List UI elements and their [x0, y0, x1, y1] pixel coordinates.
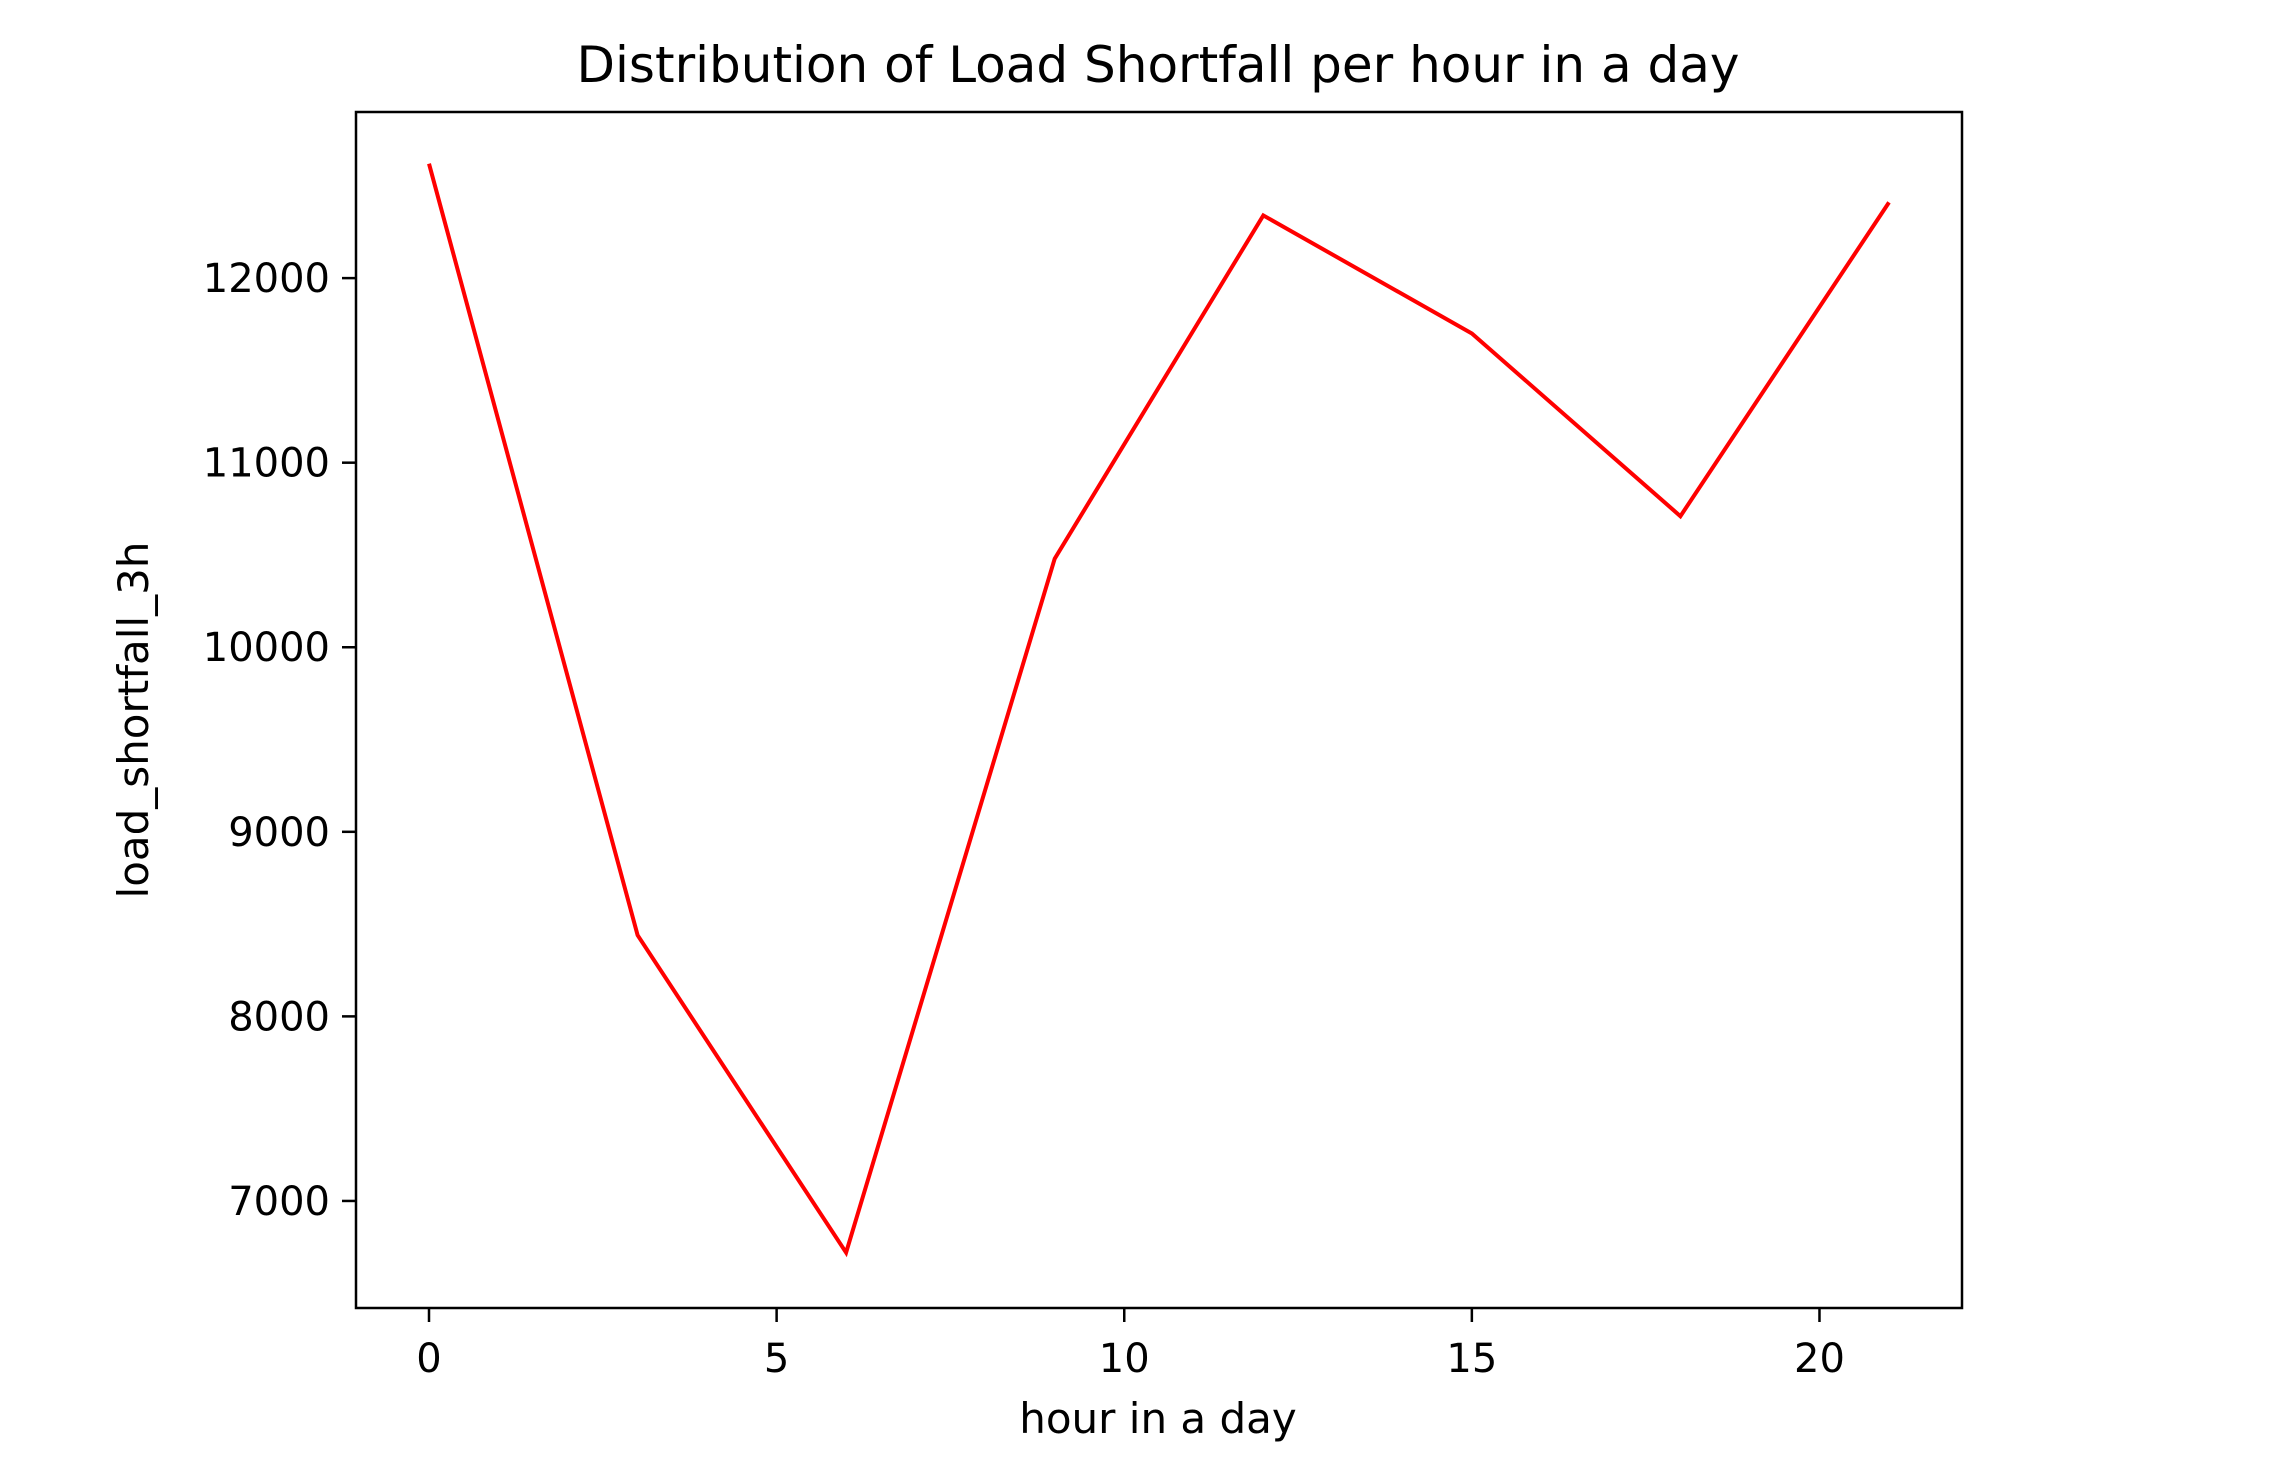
chart-title: Distribution of Load Shortfall per hour …: [577, 36, 1740, 94]
y-tick-label: 9000: [228, 810, 330, 856]
x-tick-label: 0: [416, 1336, 441, 1382]
y-axis-label: load_shortfall_3h: [109, 542, 158, 899]
x-tick-label: 10: [1099, 1336, 1150, 1382]
y-tick-label: 11000: [203, 441, 330, 487]
x-tick-label: 20: [1794, 1336, 1845, 1382]
y-axis-ticks: 7000 8000 9000 10000 11000 12000: [203, 256, 356, 1225]
y-tick-label: 10000: [203, 625, 330, 671]
y-tick-label: 12000: [203, 256, 330, 302]
y-tick-label: 7000: [228, 1179, 330, 1225]
x-axis-ticks: 0 5 10 15 20: [416, 1308, 1845, 1382]
plot-frame: [354, 110, 1964, 1310]
x-axis-label: hour in a day: [1019, 1394, 1297, 1443]
plot-area: [427, 163, 1891, 1258]
series-line-0: [427, 163, 1891, 1258]
x-tick-label: 15: [1446, 1336, 1497, 1382]
y-tick-label: 8000: [228, 994, 330, 1040]
x-tick-label: 5: [764, 1336, 789, 1382]
